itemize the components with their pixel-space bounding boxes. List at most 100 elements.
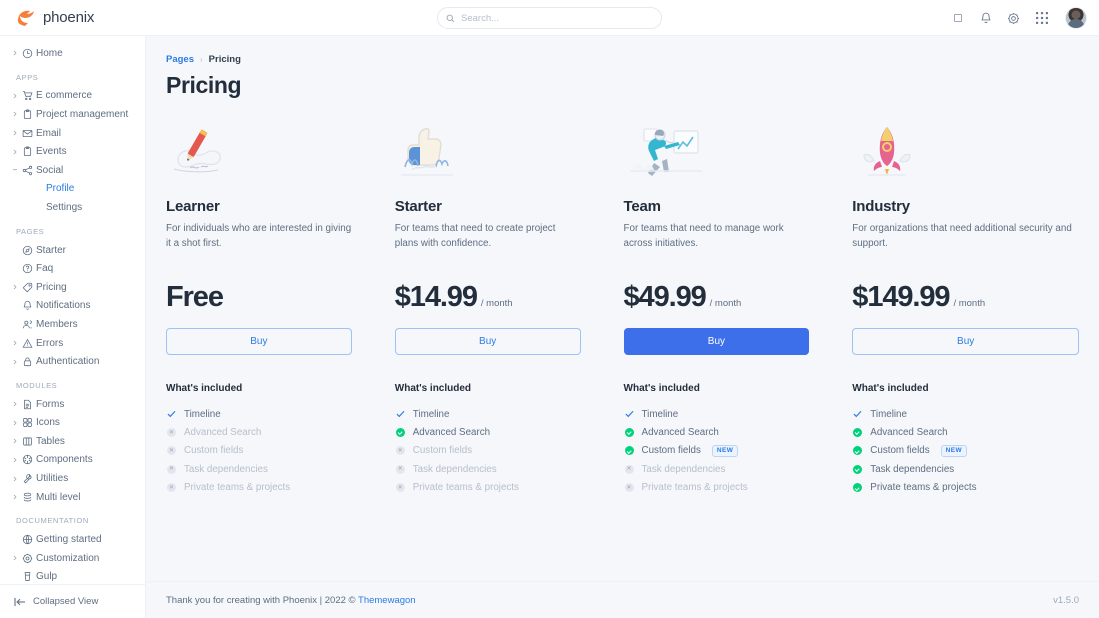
feature-disabled-icon: ✕ xyxy=(167,428,176,438)
breadcrumb-pages[interactable]: Pages xyxy=(166,54,194,65)
sidebar-item-social[interactable]: Social xyxy=(0,161,145,180)
breadcrumb-current: Pricing xyxy=(208,54,241,65)
sidebar-item-authentication[interactable]: Authentication xyxy=(0,352,145,371)
expand-caret[interactable] xyxy=(10,284,19,290)
buy-button-industry[interactable]: Buy xyxy=(852,328,1080,355)
plan-price: $14.99 xyxy=(394,281,478,313)
sidebar-item-events[interactable]: Events xyxy=(0,142,145,161)
chevron-right-icon xyxy=(13,476,17,481)
buy-button-starter[interactable]: Buy xyxy=(394,328,581,355)
breadcrumb: Pages › Pricing xyxy=(166,54,1079,65)
sidebar-item-e-commerce[interactable]: E commerce xyxy=(0,87,145,106)
sidebar-item-label: Multi level xyxy=(36,491,81,503)
expand-caret[interactable] xyxy=(10,359,19,365)
sidebar-item-forms[interactable]: Forms xyxy=(0,395,145,414)
sidebar-item-getting-started[interactable]: Getting started xyxy=(0,530,145,549)
pricing-cards: Learner For individuals who are interest… xyxy=(166,123,1080,497)
search-box[interactable] xyxy=(437,7,662,29)
thumbs-up-illustration xyxy=(400,128,453,176)
collapsed-view-button[interactable]: Collapsed View xyxy=(0,584,145,618)
search-input[interactable] xyxy=(461,12,653,24)
sidebar-item-multi-level[interactable]: Multi level xyxy=(0,488,145,507)
feature-enabled-icon xyxy=(852,446,863,456)
sidebar-item-email[interactable]: Email xyxy=(0,124,145,143)
sidebar-item-faq[interactable]: Faq xyxy=(0,259,145,278)
feature-item: Custom fields NEW xyxy=(624,442,810,460)
theme-toggle-icon[interactable] xyxy=(950,11,965,26)
sidebar-item-notifications[interactable]: Notifications xyxy=(0,297,145,316)
grid-apps-icon[interactable] xyxy=(1034,11,1049,26)
expand-caret[interactable] xyxy=(10,93,19,99)
sidebar-item-label: Home xyxy=(36,47,63,59)
expand-caret[interactable] xyxy=(10,494,19,500)
sidebar-item-label: Utilities xyxy=(36,473,69,485)
plan-illustration xyxy=(166,123,352,183)
envelope-icon xyxy=(22,129,33,137)
sidebar-item-members[interactable]: Members xyxy=(0,315,145,334)
envelope-icon xyxy=(19,128,36,139)
cart-icon xyxy=(22,91,33,101)
feature-item: ✕ Task dependencies xyxy=(624,460,810,478)
layers-icon xyxy=(19,492,36,503)
expand-caret[interactable] xyxy=(10,130,19,136)
feature-item: Advanced Search xyxy=(395,423,581,441)
sidebar-item-tables[interactable]: Tables xyxy=(0,432,145,451)
pricing-card-industry: Industry For organizations that need add… xyxy=(852,123,1080,497)
share-icon xyxy=(22,165,33,175)
lock-icon xyxy=(19,356,36,367)
sidebar-subitem-settings[interactable]: Settings xyxy=(46,201,83,213)
expand-caret[interactable] xyxy=(10,149,19,155)
sidebar-item-label: Gulp xyxy=(36,571,58,583)
sidebar-item-pricing[interactable]: Pricing xyxy=(0,278,145,297)
expand-caret[interactable] xyxy=(10,476,19,482)
buy-button-team[interactable]: Buy xyxy=(623,328,810,355)
sidebar-item-gulp[interactable]: Gulp xyxy=(0,568,145,584)
expand-caret[interactable] xyxy=(10,340,19,346)
expand-caret[interactable] xyxy=(10,555,19,561)
feature-enabled-icon xyxy=(395,428,406,438)
check-icon xyxy=(166,410,177,418)
sidebar-group-label-modules: MODULES xyxy=(16,380,58,390)
sidebar-item-starter[interactable]: Starter xyxy=(0,241,145,260)
expand-caret[interactable] xyxy=(10,401,19,407)
expand-caret[interactable] xyxy=(10,50,19,56)
bell-icon[interactable] xyxy=(978,11,993,26)
buy-button-learner[interactable]: Buy xyxy=(166,328,352,355)
wrench-icon xyxy=(23,474,32,484)
plan-price-row: $149.99 / month xyxy=(852,281,1079,315)
feature-enabled-icon xyxy=(624,446,635,456)
sidebar-item-label: Email xyxy=(36,127,62,139)
sidebar-item-label: Social xyxy=(36,164,64,176)
feature-label: Custom fields xyxy=(641,445,701,457)
lock-icon xyxy=(23,357,32,367)
puzzle-icon xyxy=(22,455,33,465)
user-avatar[interactable] xyxy=(1065,7,1087,29)
expand-caret[interactable] xyxy=(10,457,19,463)
chevron-right-icon xyxy=(13,457,17,463)
expand-caret[interactable] xyxy=(10,167,19,173)
sidebar-item-home[interactable]: Home xyxy=(0,44,145,63)
sidebar-subitem-profile[interactable]: Profile xyxy=(46,183,75,195)
sidebar-item-icons[interactable]: Icons xyxy=(0,414,145,433)
users-icon xyxy=(19,319,36,330)
navbar-icons xyxy=(950,0,1087,36)
table-columns-icon xyxy=(23,437,32,446)
feature-label: Task dependencies xyxy=(412,463,497,475)
sidebar-item-project-management[interactable]: Project management xyxy=(0,105,145,124)
sidebar-item-components[interactable]: Components xyxy=(0,451,145,470)
plan-name: Starter xyxy=(394,198,442,215)
chevron-right-icon xyxy=(13,50,17,56)
gear-icon[interactable] xyxy=(1006,11,1021,26)
feature-list: Timeline Advanced Search ✕ Custom fields … xyxy=(395,405,581,497)
footer-themewagon-link[interactable]: Themewagon xyxy=(358,594,416,606)
feature-label: Private teams & projects xyxy=(870,482,977,494)
sidebar-item-customization[interactable]: Customization xyxy=(0,549,145,568)
expand-caret[interactable] xyxy=(10,420,19,426)
expand-caret[interactable] xyxy=(10,438,19,444)
brand-logo-link[interactable]: phoenix xyxy=(0,9,130,27)
check-icon xyxy=(624,410,635,418)
sidebar-item-errors[interactable]: Errors xyxy=(0,334,145,353)
sidebar-item-utilities[interactable]: Utilities xyxy=(0,469,145,488)
chevron-right-icon xyxy=(13,93,17,99)
expand-caret[interactable] xyxy=(10,111,19,117)
